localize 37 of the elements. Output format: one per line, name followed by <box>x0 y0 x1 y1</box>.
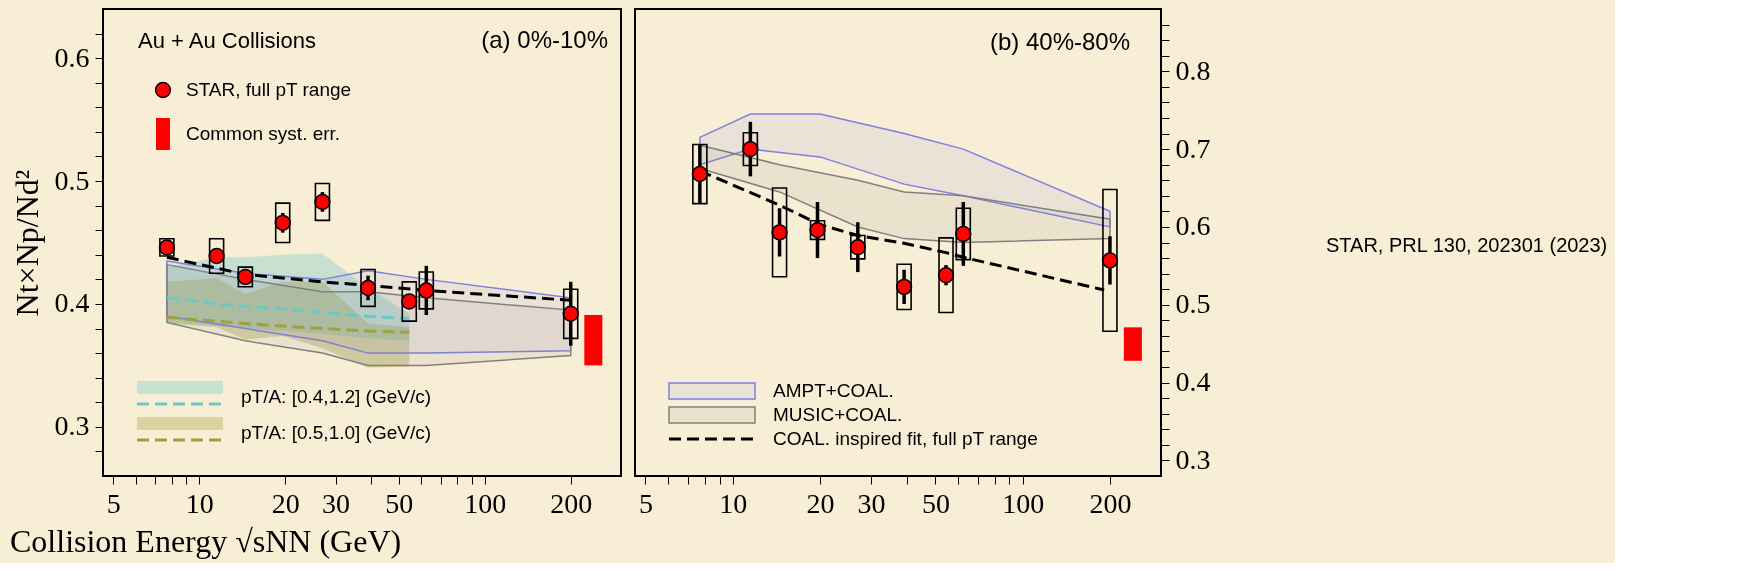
x-tick-label: 5 <box>106 487 121 519</box>
x-tick-label: 30 <box>857 487 886 519</box>
y-tick-label: 0.3 <box>54 410 90 442</box>
y-tick-label: 0.6 <box>54 41 90 73</box>
y-tick-label: 0.6 <box>1175 210 1211 242</box>
x-tick-label: 50 <box>921 487 950 519</box>
x-tick-label: 5 <box>639 487 653 519</box>
x-axis-title: Collision Energy √sNN (GeV) <box>10 523 402 559</box>
annotation: (a) 0%-10% <box>481 26 608 53</box>
x-tick-label: 30 <box>322 487 350 519</box>
x-tick-label: 10 <box>719 487 748 519</box>
x-tick-label: 20 <box>271 487 300 519</box>
y-tick-label: 0.8 <box>1175 54 1211 86</box>
y-tick-label: 0.3 <box>1175 443 1211 475</box>
x-tick-label: 50 <box>385 487 414 519</box>
legend-label: pT/A: [0.5,1.0] (GeV/c) <box>241 422 432 443</box>
y-axis-title: Nt×Np/Nd² <box>8 169 45 317</box>
legend-label: MUSIC+COAL. <box>773 404 903 425</box>
x-tick-label: 100 <box>464 487 507 519</box>
text: STAR, PRL 130, 202301 (2023) <box>1326 234 1608 256</box>
y-tick-label: 0.5 <box>1175 288 1211 320</box>
legend-label: COAL. inspired fit, full pT range <box>773 428 1038 449</box>
x-tick-label: 200 <box>1089 487 1132 519</box>
annotation: (b) 40%-80% <box>989 28 1130 55</box>
x-tick-label: 100 <box>1002 487 1045 519</box>
annotation: Au + Au Collisions <box>138 28 316 53</box>
legend-label: STAR, full pT range <box>186 79 352 100</box>
y-tick-label: 0.7 <box>1175 132 1211 164</box>
legend-label: pT/A: [0.4,1.2] (GeV/c) <box>241 386 432 407</box>
legend-label: AMPT+COAL. <box>773 380 894 401</box>
x-tick-label: 10 <box>185 487 214 519</box>
y-tick-label: 0.5 <box>54 164 90 196</box>
y-tick-label: 0.4 <box>54 287 90 319</box>
legend-label: Common syst. err. <box>186 123 341 144</box>
x-tick-label: 20 <box>806 487 835 519</box>
y-tick-label: 0.4 <box>1175 366 1211 398</box>
x-tick-label: 200 <box>550 487 593 519</box>
